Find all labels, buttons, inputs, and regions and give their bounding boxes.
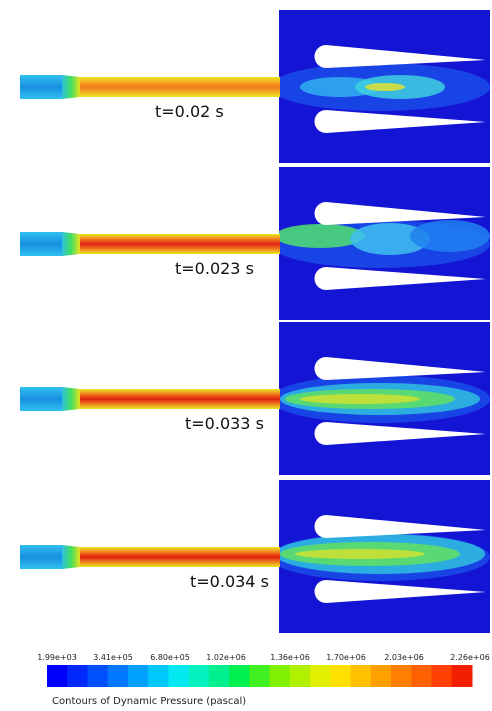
taper bbox=[62, 387, 80, 411]
jet-core bbox=[300, 394, 420, 404]
colorbar-tick: 1.02e+06 bbox=[206, 653, 246, 662]
inlet bbox=[20, 387, 62, 411]
colorbar-swatch bbox=[270, 665, 291, 687]
colorbar-tick: 1.36e+06 bbox=[270, 653, 310, 662]
taper bbox=[62, 232, 80, 256]
colorbar-swatch bbox=[290, 665, 311, 687]
colorbar-swatch bbox=[108, 665, 129, 687]
inlet bbox=[20, 232, 62, 256]
taper bbox=[62, 545, 80, 569]
colorbar-swatch bbox=[330, 665, 351, 687]
pipe bbox=[80, 77, 280, 97]
pipe bbox=[80, 389, 280, 409]
jet bbox=[270, 220, 490, 268]
jet bbox=[270, 533, 490, 581]
colorbar-swatch bbox=[249, 665, 270, 687]
colorbar-swatch bbox=[47, 665, 68, 687]
colorbar-swatch bbox=[87, 665, 108, 687]
time-label: t=0.02 s bbox=[155, 102, 224, 121]
colorbar-swatch bbox=[391, 665, 412, 687]
inlet bbox=[20, 545, 62, 569]
time-label: t=0.023 s bbox=[175, 259, 254, 278]
taper bbox=[62, 75, 80, 99]
colorbar-swatch bbox=[310, 665, 331, 687]
colorbar-tick: 3.41e+05 bbox=[93, 653, 133, 662]
time-label: t=0.033 s bbox=[185, 414, 264, 433]
inlet bbox=[20, 75, 62, 99]
panel: t=0.034 s bbox=[20, 480, 490, 633]
colorbar-tick: 2.26e+06 bbox=[450, 653, 490, 662]
colorbar-swatch bbox=[351, 665, 372, 687]
jet-core bbox=[410, 220, 490, 252]
panel: t=0.02 s bbox=[20, 10, 490, 163]
colorbar-tick: 6.80e+05 bbox=[150, 653, 190, 662]
jet-core bbox=[295, 549, 425, 559]
colorbar-swatch bbox=[411, 665, 432, 687]
colorbar-tick: 1.99e+03 bbox=[37, 653, 77, 662]
colorbar-swatch bbox=[128, 665, 149, 687]
jet bbox=[270, 375, 490, 423]
panel: t=0.033 s bbox=[20, 322, 490, 475]
colorbar-swatch bbox=[432, 665, 453, 687]
pipe bbox=[80, 547, 280, 567]
colorbar-caption: Contours of Dynamic Pressure (pascal) bbox=[52, 696, 246, 707]
jet bbox=[270, 63, 490, 111]
colorbar-tick: 1.70e+06 bbox=[326, 653, 366, 662]
colorbar-swatch bbox=[189, 665, 210, 687]
colorbar-tick: 2.03e+06 bbox=[384, 653, 424, 662]
time-label: t=0.034 s bbox=[190, 572, 269, 591]
colorbar-swatch bbox=[452, 665, 473, 687]
colorbar-swatch bbox=[67, 665, 88, 687]
colorbar-swatch bbox=[148, 665, 169, 687]
colorbar-swatch bbox=[168, 665, 189, 687]
colorbar-swatch bbox=[229, 665, 250, 687]
colorbar-swatch bbox=[209, 665, 230, 687]
jet-core bbox=[365, 83, 405, 91]
figure: t=0.02 s t=0.023 s t=0.033 s t=0.034 s 1.99e… bbox=[0, 0, 492, 711]
colorbar-swatch bbox=[371, 665, 392, 687]
pipe bbox=[80, 234, 280, 254]
panel: t=0.023 s bbox=[20, 167, 490, 320]
